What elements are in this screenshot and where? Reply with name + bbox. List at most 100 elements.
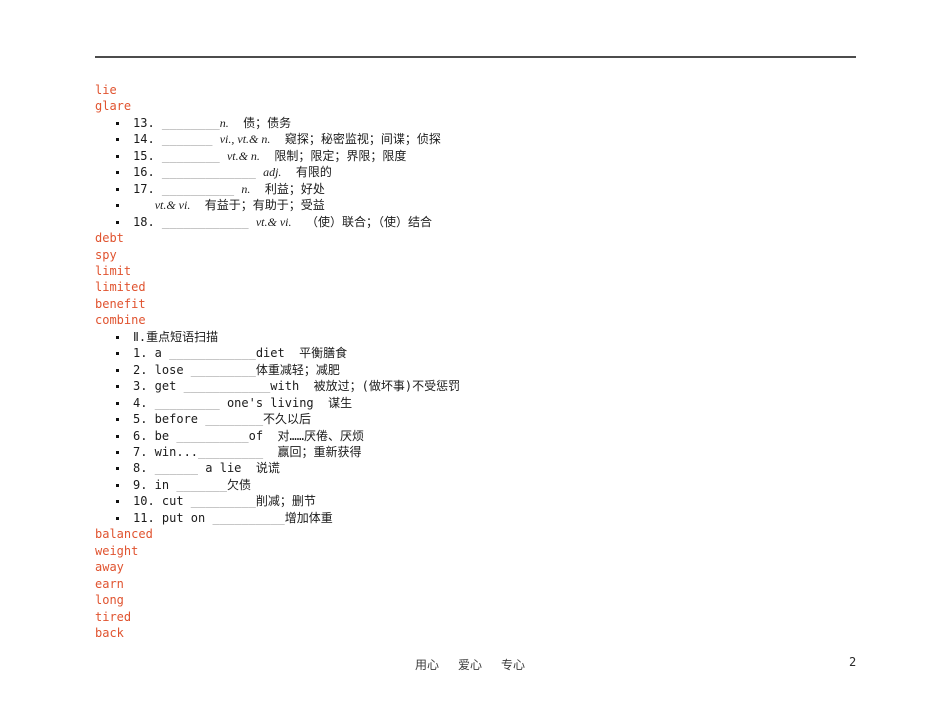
part-of-speech: adj.	[263, 165, 282, 180]
item-text: 利益；好处	[250, 181, 325, 196]
item-text: 14.	[133, 132, 162, 147]
part-of-speech: vt.& vi.	[255, 214, 292, 229]
bullet-icon	[116, 385, 119, 389]
blank-underline: ________	[205, 412, 264, 427]
list-item: 2. lose _________体重减轻；减肥	[95, 362, 895, 378]
vocab-word: debt	[95, 231, 124, 246]
vocab-word: glare	[95, 99, 132, 114]
item-text	[256, 165, 263, 179]
blank-underline: _________	[190, 362, 256, 377]
list-item: vt.& vi. 有益于；有助于；受益	[95, 197, 895, 213]
item-text: 3. get	[133, 379, 184, 394]
bullet-icon	[116, 368, 119, 372]
part-of-speech: n.	[241, 181, 251, 196]
item-text: 1. a	[133, 346, 170, 361]
bullet-icon	[116, 352, 119, 356]
item-text: 5. before	[133, 412, 206, 427]
item-text: with 被放过；(做坏事)不受惩罚	[270, 379, 461, 394]
list-item: 18. ____________ vt.& vi. （使）联合；（使）结合	[95, 214, 895, 230]
bullet-icon	[116, 401, 119, 405]
item-text	[249, 215, 256, 229]
item-text: Ⅱ.重点短语扫描	[133, 329, 219, 344]
blank-underline: ____________	[161, 214, 249, 229]
bullet-icon	[116, 121, 119, 125]
item-text: （使）联合；（使）结合	[291, 214, 432, 229]
bullet-icon	[116, 434, 119, 438]
vocab-word: spy	[95, 247, 117, 262]
item-text: 11. put on	[133, 510, 213, 525]
blank-underline: _________	[198, 444, 264, 459]
item-text: 10. cut	[133, 494, 191, 509]
bullet-icon	[116, 516, 119, 520]
vocab-word: limit	[95, 263, 132, 278]
item-text	[212, 132, 219, 146]
vocab-word: back	[95, 625, 124, 640]
part-of-speech: vi., vt.& n.	[219, 132, 271, 147]
vocab-word: weight	[95, 543, 139, 558]
blank-underline: _________	[190, 494, 256, 509]
blank-underline: _______	[176, 477, 227, 492]
list-item: 8. ______ a lie 说谎	[95, 460, 895, 476]
item-text	[220, 149, 227, 163]
item-text: 欠债	[226, 477, 251, 492]
item-text: 2. lose	[133, 362, 191, 377]
list-item: 5. before ________不久以后	[95, 411, 895, 427]
bullet-icon	[116, 204, 119, 208]
item-text: a lie 说谎	[198, 461, 280, 476]
vocab-word: limited	[95, 280, 146, 295]
item-text: 17.	[133, 181, 162, 196]
bullet-icon	[116, 467, 119, 471]
item-text: 9. in	[133, 477, 177, 492]
bullet-icon	[116, 154, 119, 158]
vocab-word: away	[95, 560, 124, 575]
header-rule	[95, 56, 856, 58]
vocab-word: long	[95, 593, 124, 608]
list-item: 4. _________ one's living 谋生	[95, 395, 895, 411]
item-text: 8.	[133, 461, 155, 476]
item-text: of 对……厌倦、厌烦	[248, 428, 364, 443]
item-text: 窥探；秘密监视；间谍；侦探	[270, 132, 441, 147]
item-text: 6. be	[133, 428, 177, 443]
footer-word: 爱心	[458, 658, 483, 672]
list-item: Ⅱ.重点短语扫描	[95, 329, 895, 345]
list-item: 6. be __________of 对……厌倦、厌烦	[95, 428, 895, 444]
list-item: 14. _______ vi., vt.& n. 窥探；秘密监视；间谍；侦探	[95, 131, 895, 147]
item-text: 16.	[133, 165, 162, 180]
vocab-word: tired	[95, 609, 132, 624]
item-text: 赢回；重新获得	[263, 444, 362, 459]
blank-underline: __________	[161, 181, 235, 196]
list-item: 17. __________ n. 利益；好处	[95, 181, 895, 197]
blank-underline: __________	[176, 428, 249, 443]
bullet-icon	[116, 171, 119, 175]
item-text: 有益于；有助于；受益	[190, 198, 325, 213]
bullet-icon	[116, 450, 119, 454]
item-text: 7. win...	[133, 444, 199, 459]
item-text: 4.	[133, 395, 155, 410]
list-item: 10. cut _________削减；删节	[95, 493, 895, 509]
list-item: 13. ________n. 债；债务	[95, 115, 895, 131]
list-item: 3. get ____________with 被放过；(做坏事)不受惩罚	[95, 378, 895, 394]
blank-underline: __________	[212, 510, 285, 525]
blank-underline: ____________	[183, 379, 271, 394]
part-of-speech: vt.& n.	[226, 148, 260, 163]
blank-underline: ______	[154, 461, 199, 476]
footer-motto: 用心 爱心 专心	[415, 656, 525, 673]
blank-underline: _________	[154, 395, 220, 410]
list-item: 7. win..._________ 赢回；重新获得	[95, 444, 895, 460]
item-text: diet 平衡膳食	[255, 346, 348, 361]
bullet-icon	[116, 335, 119, 339]
bullet-icon	[116, 500, 119, 504]
vocab-word: earn	[95, 576, 124, 591]
item-text: 增加体重	[284, 510, 333, 525]
item-text: 不久以后	[263, 412, 312, 427]
item-text	[133, 198, 155, 212]
item-text: 体重减轻；减肥	[255, 362, 340, 377]
list-item: 16. _____________ adj. 有限的	[95, 164, 895, 180]
vocab-word: benefit	[95, 296, 146, 311]
list-item: 9. in _______欠债	[95, 477, 895, 493]
page-number: 2	[849, 655, 857, 669]
bullet-icon	[116, 483, 119, 487]
list-item: 11. put on __________增加体重	[95, 510, 895, 526]
item-text: one's living 谋生	[219, 395, 353, 410]
